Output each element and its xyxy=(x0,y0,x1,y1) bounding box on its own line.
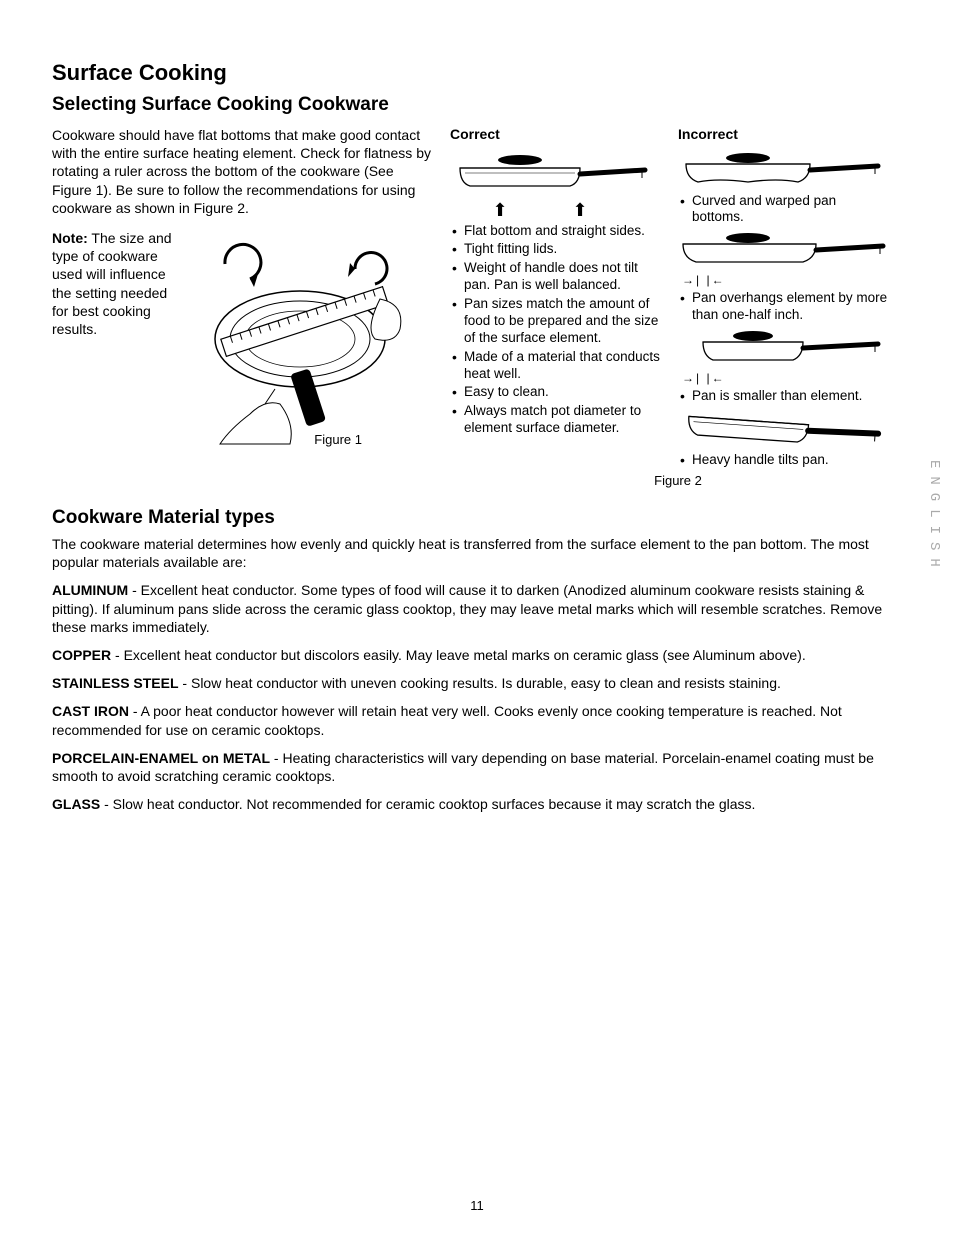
incorrect-pan-1-svg xyxy=(678,148,888,190)
section-heading-materials: Cookware Material types xyxy=(52,507,904,529)
correct-item: Flat bottom and straight sides. xyxy=(450,223,660,240)
correct-item: Weight of handle does not tilt pan. Pan … xyxy=(450,260,660,294)
figure-2-caption: Figure 2 xyxy=(468,473,888,489)
left-column: Cookware should have flat bottoms that m… xyxy=(52,126,432,489)
incorrect-pan-3-svg xyxy=(678,326,888,368)
material-glass: GLASS - Slow heat conductor. Not recomme… xyxy=(52,795,904,813)
figure-1-svg xyxy=(180,229,410,449)
top-content-row: Cookware should have flat bottoms that m… xyxy=(52,126,904,489)
note-text: Note: The size and type of cookware used… xyxy=(52,229,172,449)
correct-list: Flat bottom and straight sides. Tight fi… xyxy=(450,223,660,438)
correct-item: Pan sizes match the amount of food to be… xyxy=(450,296,660,347)
up-arrows: ⬆⬆ xyxy=(460,201,620,219)
incorrect-item: Heavy handle tilts pan. xyxy=(678,452,888,469)
dim-marks-1: →| |← xyxy=(682,273,888,288)
page-title: Surface Cooking xyxy=(52,60,904,86)
material-stainless: STAINLESS STEEL - Slow heat conductor wi… xyxy=(52,674,904,692)
incorrect-header: Incorrect xyxy=(678,126,888,144)
correct-pan-svg xyxy=(450,148,650,198)
intro-paragraph: Cookware should have flat bottoms that m… xyxy=(52,126,432,217)
material-copper: COPPER - Excellent heat conductor but di… xyxy=(52,646,904,664)
materials-intro: The cookware material determines how eve… xyxy=(52,535,904,571)
incorrect-list-2: Pan overhangs element by more than one-h… xyxy=(678,290,888,324)
incorrect-column: Incorrect Curved and warped pan bottoms.… xyxy=(678,126,888,489)
materials-section: Cookware Material types The cookware mat… xyxy=(52,507,904,813)
section-heading-selecting: Selecting Surface Cooking Cookware xyxy=(52,94,904,116)
material-porcelain: PORCELAIN-ENAMEL on METAL - Heating char… xyxy=(52,749,904,785)
correct-item: Made of a material that conducts heat we… xyxy=(450,349,660,383)
correct-item: Tight fitting lids. xyxy=(450,241,660,258)
note-block: Note: The size and type of cookware used… xyxy=(52,229,432,449)
side-language-label: ENGLISH xyxy=(926,460,942,575)
incorrect-list-1: Curved and warped pan bottoms. xyxy=(678,193,888,227)
note-label: Note: xyxy=(52,230,88,246)
incorrect-item: Curved and warped pan bottoms. xyxy=(678,193,888,227)
correct-header: Correct xyxy=(450,126,660,144)
incorrect-item: Pan is smaller than element. xyxy=(678,388,888,405)
figure-1: Figure 1 xyxy=(180,229,410,449)
incorrect-pan-4-svg xyxy=(678,407,888,449)
correct-item: Easy to clean. xyxy=(450,384,660,401)
correct-column: Correct ⬆⬆ Flat bottom and straight side… xyxy=(450,126,660,489)
incorrect-list-4: Heavy handle tilts pan. xyxy=(678,452,888,469)
dim-marks-2: →| |← xyxy=(682,371,888,386)
incorrect-list-3: Pan is smaller than element. xyxy=(678,388,888,405)
incorrect-pan-2-svg xyxy=(678,228,888,270)
material-castiron: CAST IRON - A poor heat conductor howeve… xyxy=(52,702,904,738)
page-number: 11 xyxy=(470,1198,484,1213)
correct-item: Always match pot diameter to element sur… xyxy=(450,403,660,437)
material-aluminum: ALUMINUM - Excellent heat conductor. Som… xyxy=(52,581,904,636)
incorrect-item: Pan overhangs element by more than one-h… xyxy=(678,290,888,324)
figure-1-caption: Figure 1 xyxy=(314,432,362,449)
